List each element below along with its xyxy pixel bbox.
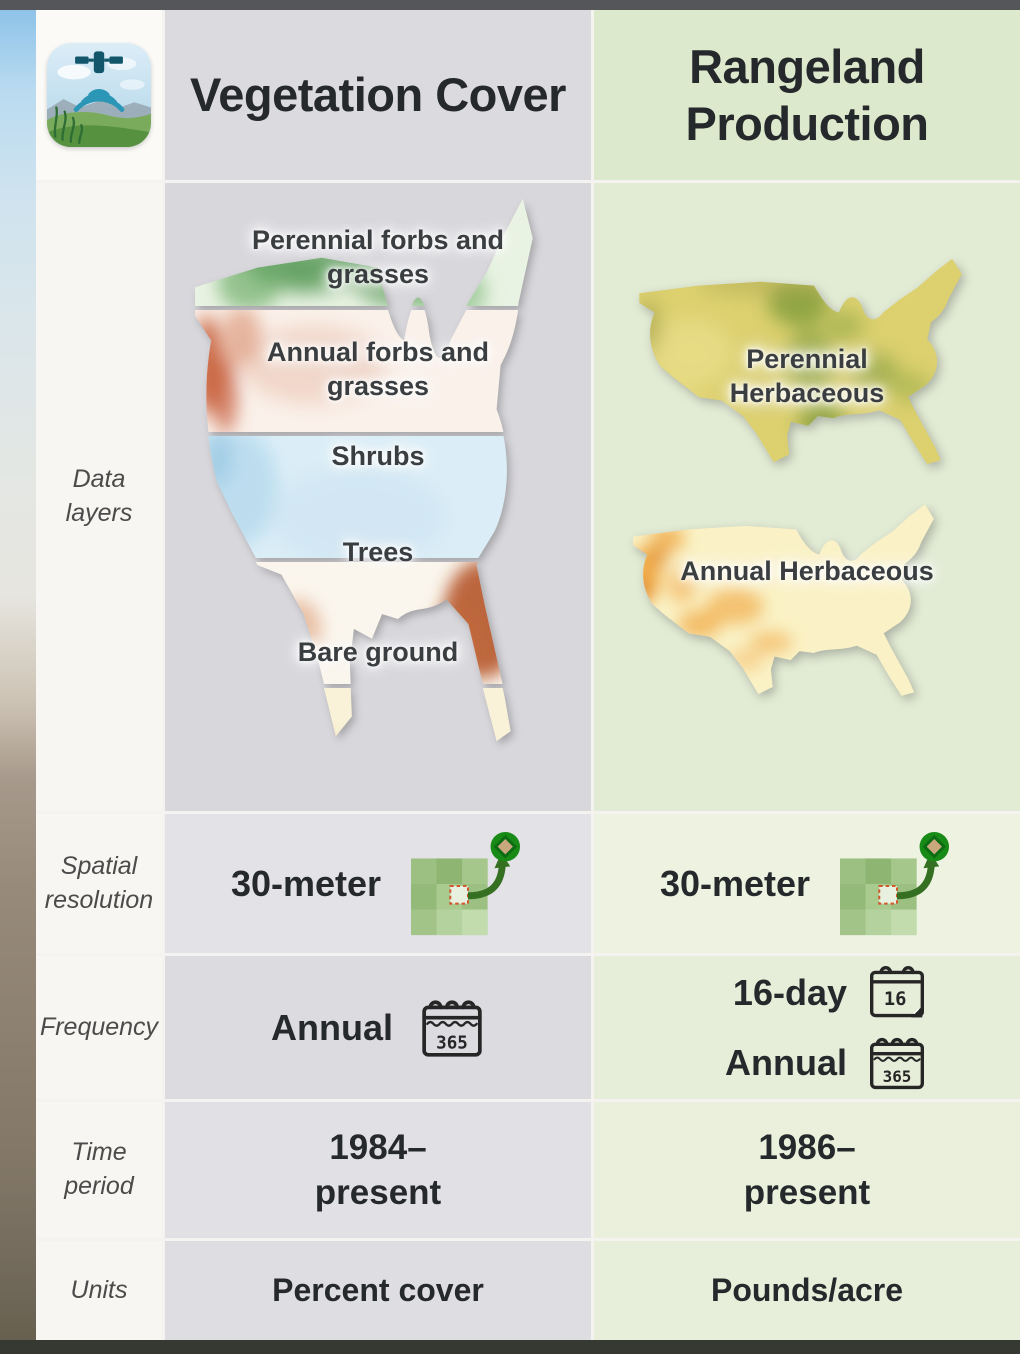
us-map-layer-shrubs [197,436,507,558]
us-map-annual-herbaceous [633,504,934,696]
vegetation-frequency-cell: Annual 365 [165,956,591,1099]
calendar-365-icon: 365 [422,999,482,1057]
row-label-frequency: Frequency [36,956,162,1099]
background-photo-strip [0,10,36,1340]
rangeland-units-value: Pounds/acre [710,1272,904,1308]
top-frame-bar [0,0,1020,10]
vegetation-time-period-cell: 1984– present [165,1102,591,1238]
comparison-table: Vegetation Cover Rangeland Production Da… [36,10,1020,1340]
rangeland-spatial-value: 30-meter [659,862,811,904]
bottom-frame-bar [0,1340,1020,1354]
column-header-rangeland-production: Rangeland Production [594,10,1020,180]
rangeland-frequency-annual: Annual [725,1041,847,1083]
layer-label-annual-herbaceous: Annual Herbaceous [680,556,934,586]
calendar-16-icon: 16 [870,965,924,1017]
rangeland-time-period-value: 1986– present [743,1127,871,1213]
layer-label-perennial-herbaceous: Perennial Herbaceous [729,344,885,408]
vegetation-time-period-value: 1984– present [314,1127,442,1213]
row-label-spatial-resolution: Spatial resolution [36,814,162,953]
satellite-glyph [75,51,123,74]
signal-waves-glyph [73,89,125,112]
us-map-layer-annual-forbs [195,310,519,432]
layer-label-perennial-forbs: Perennial forbs and grasses [251,225,505,289]
row-label-data-layers: Data layers [36,183,162,811]
satellite-over-rangeland-app-icon [47,43,151,147]
vegetation-frequency-value: Annual [271,1006,393,1048]
vegetation-units-value: Percent cover [272,1272,484,1308]
svg-text:365: 365 [883,1066,912,1085]
rangeland-production-title: Rangeland Production [685,39,929,150]
row-label-time-period: Time period [36,1102,162,1238]
vegetation-data-layers-cell: Perennial forbs and grasses Annual forbs… [165,183,591,811]
pixel-zoom-icon [840,831,950,935]
us-map-layer-stack: Perennial forbs and grasses Annual forbs… [177,184,579,810]
row-label-units: Units [36,1241,162,1340]
layer-label-trees: Trees [342,537,414,567]
us-map-layer-bare-ground [197,688,511,742]
rangeland-data-layers-cell: Perennial Herbaceous Annual Herbaceous [594,183,1020,811]
layer-label-bare-ground: Bare ground [297,637,459,667]
pixel-zoom-icon [411,831,521,935]
rangeland-frequency-16day: 16-day [732,971,847,1013]
app-icon-art [47,43,151,147]
vegetation-spatial-cell: 30-meter [165,814,591,953]
calendar-365-icon: 365 [870,1037,924,1089]
vegetation-cover-title: Vegetation Cover [190,68,566,122]
us-map-layer-perennial-forbs [195,198,533,306]
rangeland-frequency-cell: 16-day 16 Annual [594,956,1020,1099]
layer-label-shrubs: Shrubs [331,441,425,471]
layer-label-annual-forbs: Annual forbs and grasses [267,337,489,401]
rangeland-time-period-cell: 1986– present [594,1102,1020,1238]
app-icon-cell [36,10,162,180]
vegetation-spatial-value: 30-meter [230,862,382,904]
svg-text:365: 365 [436,1033,468,1053]
rangeland-spatial-cell: 30-meter [594,814,1020,953]
us-map-perennial-herbaceous [639,258,962,465]
rangeland-units-cell: Pounds/acre [594,1241,1020,1340]
svg-text:16: 16 [884,989,907,1010]
vegetation-units-cell: Percent cover [165,1241,591,1340]
us-map-layer-trees [195,562,533,684]
column-header-vegetation-cover: Vegetation Cover [165,10,591,180]
